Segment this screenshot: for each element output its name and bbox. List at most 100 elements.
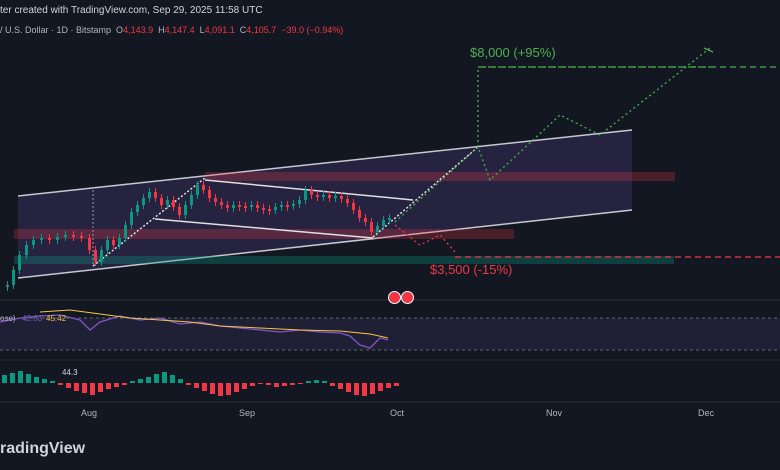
candle[interactable] xyxy=(100,250,103,262)
candle[interactable] xyxy=(382,220,385,226)
candle[interactable] xyxy=(256,205,259,208)
candle[interactable] xyxy=(244,206,247,208)
bearish-projection-path[interactable] xyxy=(394,224,456,253)
candle[interactable] xyxy=(32,240,35,245)
candle[interactable] xyxy=(196,185,199,195)
x-axis-label-oct: Oct xyxy=(390,408,405,418)
candle[interactable] xyxy=(214,198,217,202)
candle[interactable] xyxy=(178,207,181,215)
macd-bar xyxy=(178,379,183,383)
candle[interactable] xyxy=(268,209,271,211)
published-info: ter created with TradingView.com, Sep 29… xyxy=(0,5,263,16)
candle[interactable] xyxy=(298,200,301,204)
candle[interactable] xyxy=(148,192,151,198)
resistance-zone[interactable] xyxy=(205,172,675,181)
us-flag-event-icon[interactable] xyxy=(388,291,401,304)
candle[interactable] xyxy=(232,205,235,208)
macd-bar xyxy=(58,383,63,385)
candle[interactable] xyxy=(130,212,133,225)
candle[interactable] xyxy=(370,222,373,232)
target-up-label[interactable]: $8,000 (+95%) xyxy=(470,45,556,60)
candle[interactable] xyxy=(340,196,343,199)
symbol-name[interactable]: / U.S. Dollar · 1D · Bitstamp xyxy=(0,25,112,35)
macd-bar xyxy=(194,383,199,388)
candle[interactable] xyxy=(274,207,277,210)
candle[interactable] xyxy=(238,205,241,207)
candle[interactable] xyxy=(262,208,265,210)
candle[interactable] xyxy=(6,285,9,287)
rsi-line[interactable] xyxy=(0,314,389,349)
candle[interactable] xyxy=(364,218,367,222)
x-axis-label-sep: Sep xyxy=(239,408,256,418)
change-value: −39.0 (−0.94%) xyxy=(281,25,344,35)
candle[interactable] xyxy=(172,200,175,207)
tradingview-logo[interactable]: radingView xyxy=(0,440,86,457)
candle[interactable] xyxy=(94,250,97,262)
macd-bar xyxy=(226,383,231,395)
candle[interactable] xyxy=(310,190,313,195)
ohlc-legend[interactable]: / U.S. Dollar · 1D · Bitstamp O4,143.9 H… xyxy=(0,25,343,35)
macd-bar xyxy=(378,383,383,391)
candle[interactable] xyxy=(18,255,21,270)
candle[interactable] xyxy=(56,237,59,240)
candle[interactable] xyxy=(250,205,253,207)
macd-bar xyxy=(370,383,375,394)
candle[interactable] xyxy=(286,205,289,207)
candle[interactable] xyxy=(142,198,145,205)
candle[interactable] xyxy=(280,205,283,207)
candle[interactable] xyxy=(118,238,121,245)
target-down-label[interactable]: $3,500 (-15%) xyxy=(430,262,513,277)
supply-zone[interactable] xyxy=(14,229,514,239)
candle[interactable] xyxy=(80,236,83,238)
candle[interactable] xyxy=(226,205,229,208)
candle[interactable] xyxy=(304,190,307,200)
candle[interactable] xyxy=(72,235,75,237)
open-label: O xyxy=(116,25,124,35)
candle[interactable] xyxy=(160,198,163,205)
candle[interactable] xyxy=(202,185,205,190)
candle[interactable] xyxy=(12,270,15,285)
ascending-channel-fill[interactable] xyxy=(18,130,632,278)
candle[interactable] xyxy=(48,238,51,240)
candle[interactable] xyxy=(166,200,169,205)
bullish-projection-path[interactable] xyxy=(394,47,711,223)
candle[interactable] xyxy=(124,225,127,238)
breakout-trendline[interactable] xyxy=(372,146,479,238)
support-zone[interactable] xyxy=(14,256,674,264)
candle[interactable] xyxy=(64,235,67,237)
candle[interactable] xyxy=(88,238,91,250)
candle[interactable] xyxy=(220,202,223,205)
rsi-legend-label[interactable]: ose) xyxy=(0,314,16,323)
candle[interactable] xyxy=(352,203,355,210)
macd-histogram[interactable] xyxy=(2,371,399,396)
candle[interactable] xyxy=(136,205,139,212)
candle[interactable] xyxy=(184,205,187,215)
channel-upper-line[interactable] xyxy=(17,129,633,197)
candle[interactable] xyxy=(322,195,325,197)
candle[interactable] xyxy=(112,240,115,245)
us-flag-event-icon[interactable] xyxy=(401,291,414,304)
candle[interactable] xyxy=(334,196,337,198)
rsi-ma-line[interactable] xyxy=(39,309,389,339)
candle[interactable] xyxy=(154,192,157,198)
candle[interactable] xyxy=(388,218,391,220)
candlestick-series[interactable] xyxy=(6,181,391,291)
wedge-lower-line[interactable] xyxy=(154,218,374,239)
candle[interactable] xyxy=(346,199,349,203)
channel-lower-line[interactable] xyxy=(17,209,633,279)
macd-bar xyxy=(146,377,151,383)
candle[interactable] xyxy=(106,240,109,250)
candle[interactable] xyxy=(208,190,211,198)
candle[interactable] xyxy=(328,195,331,198)
candle[interactable] xyxy=(316,195,319,197)
macd-bar xyxy=(362,383,367,396)
candle[interactable] xyxy=(190,195,193,205)
wedge-upper-line[interactable] xyxy=(204,179,414,201)
candle[interactable] xyxy=(358,210,361,218)
candle[interactable] xyxy=(25,245,28,255)
candle[interactable] xyxy=(376,226,379,232)
macd-bar xyxy=(346,383,351,392)
candle[interactable] xyxy=(40,238,43,240)
candle[interactable] xyxy=(292,204,295,206)
